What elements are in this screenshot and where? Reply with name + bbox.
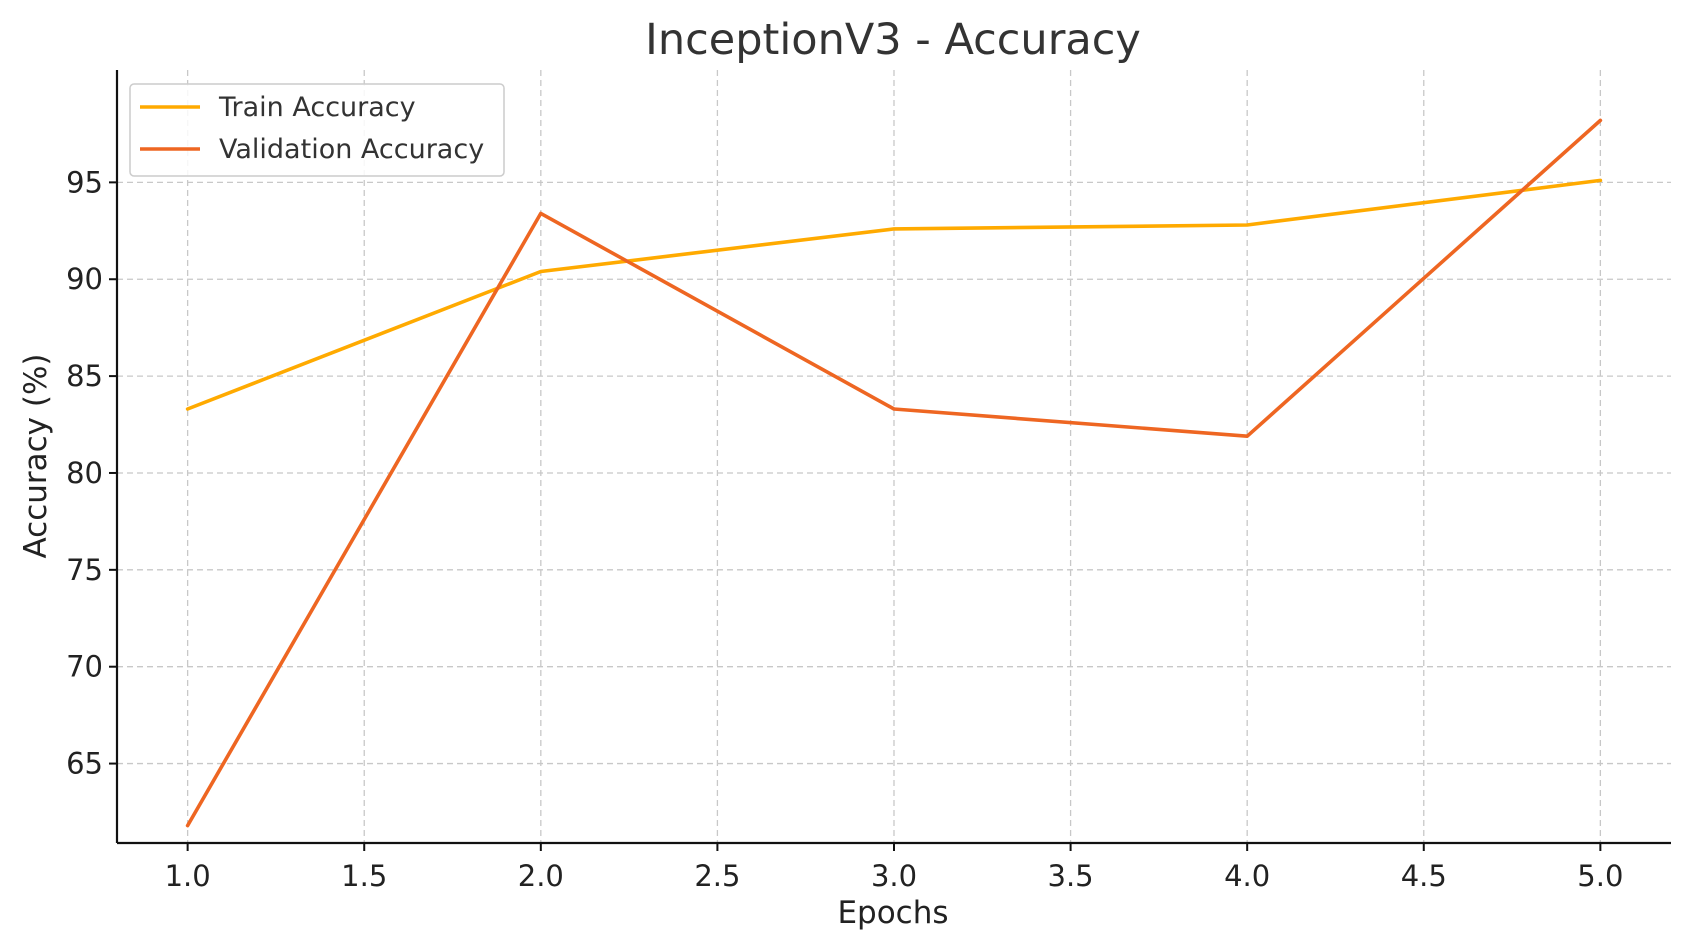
x-tick-label: 2.0 <box>518 859 564 893</box>
series-layer <box>185 118 1603 828</box>
y-tick-label: 75 <box>66 553 103 587</box>
x-tick-label: 2.5 <box>694 859 740 893</box>
y-tick-label: 95 <box>66 165 103 199</box>
grid-layer <box>117 70 1671 843</box>
x-tick-label: 4.5 <box>1401 859 1447 893</box>
y-tick-label: 90 <box>66 262 103 296</box>
chart-title: InceptionV3 - Accuracy <box>645 15 1141 65</box>
y-tick-label: 80 <box>66 456 103 490</box>
series-line-validation-accuracy <box>185 118 1603 828</box>
series-line-train-accuracy <box>185 178 1603 411</box>
x-tick-label: 3.0 <box>871 859 917 893</box>
y-tick-label: 85 <box>66 359 103 393</box>
legend: Train Accuracy Validation Accuracy <box>129 83 505 177</box>
legend-frame <box>129 83 505 177</box>
x-tick-label: 5.0 <box>1577 859 1623 893</box>
legend-label-validation-accuracy: Validation Accuracy <box>219 134 484 165</box>
x-tick-label: 1.5 <box>341 859 387 893</box>
legend-label-train-accuracy: Train Accuracy <box>218 92 416 123</box>
y-axis-label: Accuracy (%) <box>18 353 54 558</box>
x-tick-label: 1.0 <box>165 859 211 893</box>
x-tick-label: 4.0 <box>1224 859 1270 893</box>
x-tick-label: 3.5 <box>1048 859 1094 893</box>
y-tick-label: 65 <box>66 747 103 781</box>
x-axis-label: Epochs <box>837 895 948 931</box>
tick-layer: 1.0 1.5 2.0 2.5 3.0 3.5 4.0 4.5 5.0 65 70 75 80 85 90 9… <box>66 165 1623 893</box>
y-tick-label: 70 <box>66 650 103 684</box>
